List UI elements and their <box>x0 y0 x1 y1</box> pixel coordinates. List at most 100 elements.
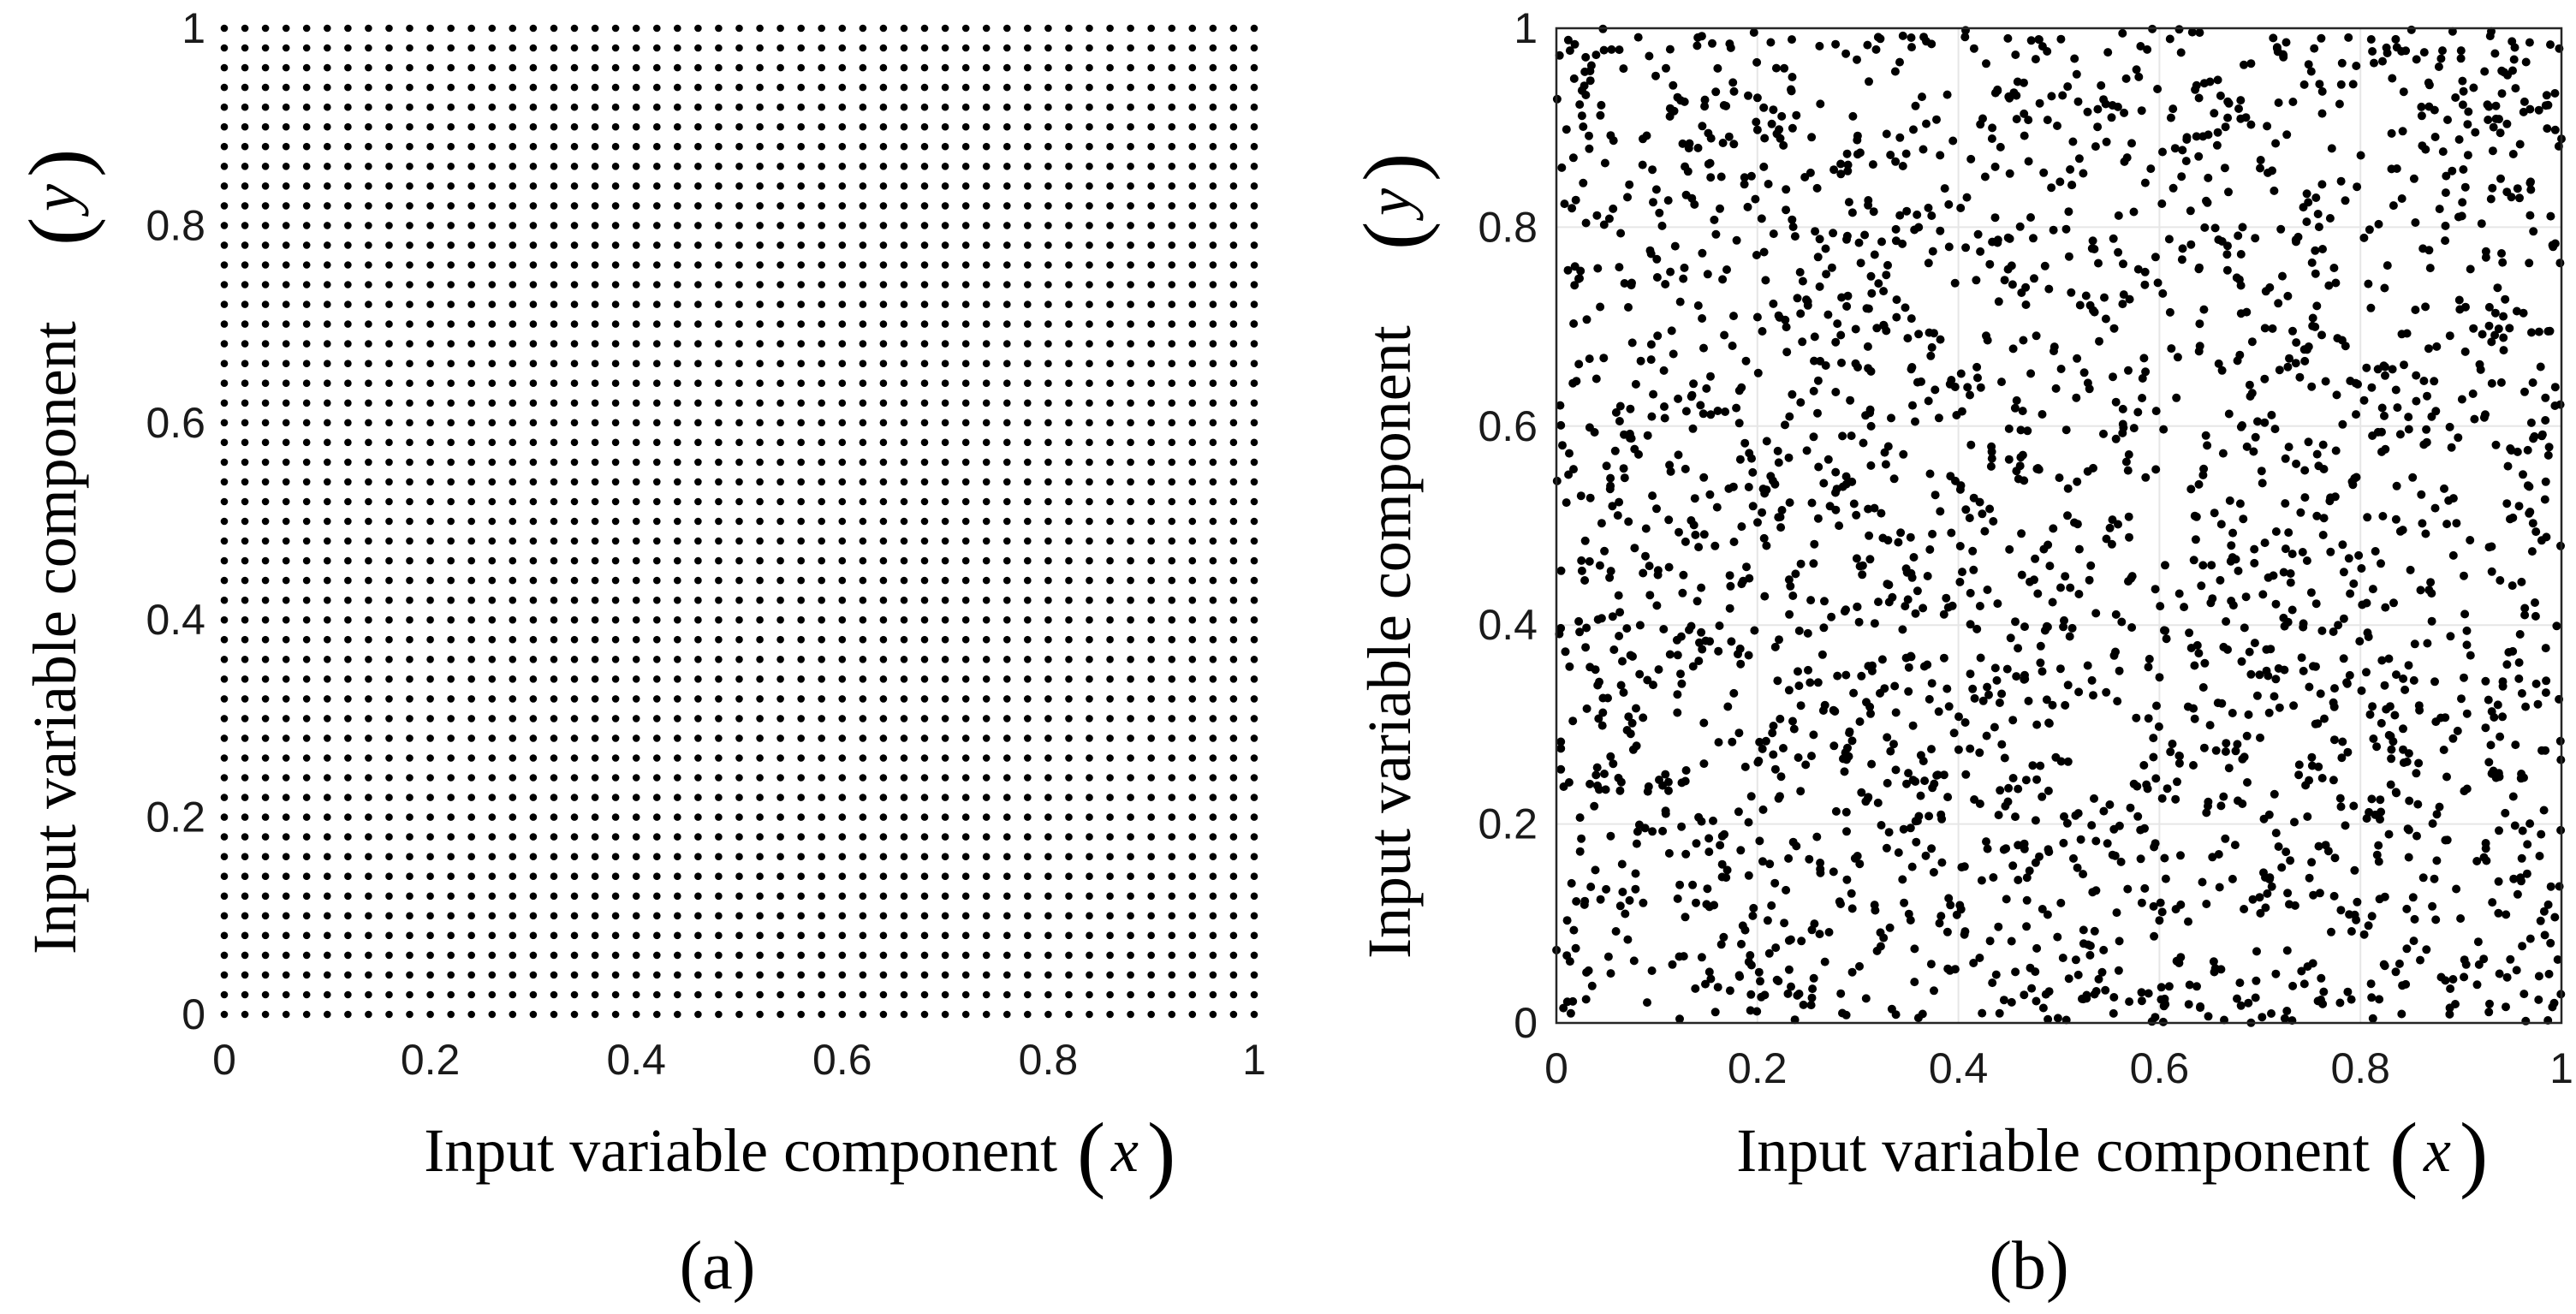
grid-point <box>1209 635 1217 644</box>
grid-point <box>488 103 497 111</box>
random-point <box>1576 491 1585 501</box>
grid-point <box>1229 833 1238 841</box>
random-point <box>1647 966 1657 975</box>
grid-point <box>241 853 249 860</box>
random-point <box>2069 853 2078 863</box>
random-point <box>2074 590 2084 598</box>
grid-point <box>261 635 270 644</box>
grid-point <box>1127 458 1134 467</box>
random-point <box>1662 63 1670 73</box>
grid-point <box>1086 794 1093 801</box>
random-point <box>2494 324 2503 334</box>
grid-point <box>1044 281 1052 288</box>
grid-point <box>488 734 497 742</box>
grid-point <box>1044 478 1052 486</box>
random-point <box>1586 883 1596 891</box>
grid-point <box>261 931 270 940</box>
random-point <box>1615 901 1625 911</box>
grid-point <box>674 754 681 762</box>
grid-point <box>1250 892 1258 901</box>
grid-point <box>797 419 805 427</box>
grid-point <box>1003 971 1011 979</box>
random-point <box>2381 362 2389 372</box>
random-point <box>2271 599 2281 609</box>
random-point <box>1896 528 1906 538</box>
random-point <box>1565 662 1574 671</box>
random-point <box>1925 545 1935 554</box>
random-point <box>1677 679 1687 688</box>
random-point <box>2138 374 2147 383</box>
grid-point <box>1003 83 1011 92</box>
random-point <box>1946 901 1955 910</box>
random-point <box>1660 402 1669 411</box>
random-point <box>2138 394 2147 402</box>
random-point <box>1904 663 1913 672</box>
grid-point <box>941 754 949 762</box>
grid-point <box>241 241 249 249</box>
grid-point <box>797 813 805 821</box>
random-point <box>2336 176 2346 186</box>
grid-point <box>1065 833 1073 841</box>
random-point <box>2198 877 2207 887</box>
random-point <box>2476 365 2485 374</box>
random-point <box>2536 362 2545 372</box>
random-point <box>2113 102 2122 111</box>
panel-a-x-tick-label: 0.4 <box>606 1036 666 1084</box>
random-point <box>2502 660 2512 669</box>
grid-point <box>447 320 455 328</box>
grid-point <box>1106 1010 1114 1019</box>
random-point <box>1721 407 1730 416</box>
grid-point <box>1147 1010 1155 1019</box>
grid-point <box>1250 320 1258 328</box>
random-point <box>2061 700 2070 710</box>
random-point <box>2222 250 2232 259</box>
random-point <box>2470 414 2479 424</box>
random-point <box>1579 122 1588 131</box>
grid-point <box>818 399 825 407</box>
random-point <box>1883 733 1892 742</box>
random-point <box>1777 506 1787 514</box>
random-point <box>2079 925 2088 935</box>
grid-point <box>1127 774 1134 782</box>
grid-point <box>488 675 497 683</box>
random-point <box>2306 588 2316 598</box>
grid-point <box>632 734 640 742</box>
grid-point <box>220 892 229 901</box>
grid-point <box>694 715 702 722</box>
grid-point <box>241 1010 249 1019</box>
grid-point <box>220 122 229 131</box>
random-point <box>1784 575 1794 585</box>
grid-point <box>1147 892 1155 901</box>
grid-point <box>838 63 847 72</box>
random-point <box>2522 869 2531 878</box>
random-point <box>1976 383 1985 392</box>
random-point <box>2435 205 2444 214</box>
grid-point <box>488 222 497 229</box>
random-point <box>2051 752 2061 762</box>
random-point <box>1932 115 1941 124</box>
grid-point <box>324 734 331 742</box>
random-point <box>2317 180 2327 189</box>
grid-point <box>756 83 764 92</box>
random-point <box>1748 467 1758 477</box>
random-point <box>2234 104 2243 113</box>
grid-point <box>838 853 847 860</box>
random-point <box>1591 770 1601 780</box>
grid-point <box>406 971 413 979</box>
grid-point <box>1188 774 1197 782</box>
grid-point <box>879 517 888 526</box>
grid-point <box>715 734 723 742</box>
random-point <box>1906 532 1915 542</box>
random-point <box>1633 827 1642 836</box>
grid-point <box>1168 951 1176 960</box>
grid-point <box>859 438 867 447</box>
grid-point <box>1086 774 1093 782</box>
random-point <box>1715 621 1724 630</box>
random-point <box>2525 819 2535 829</box>
random-point <box>1769 105 1778 115</box>
grid-point <box>838 24 847 33</box>
grid-point <box>879 478 888 486</box>
grid-point <box>570 103 579 111</box>
grid-point <box>1147 122 1155 131</box>
grid-point <box>344 556 352 565</box>
